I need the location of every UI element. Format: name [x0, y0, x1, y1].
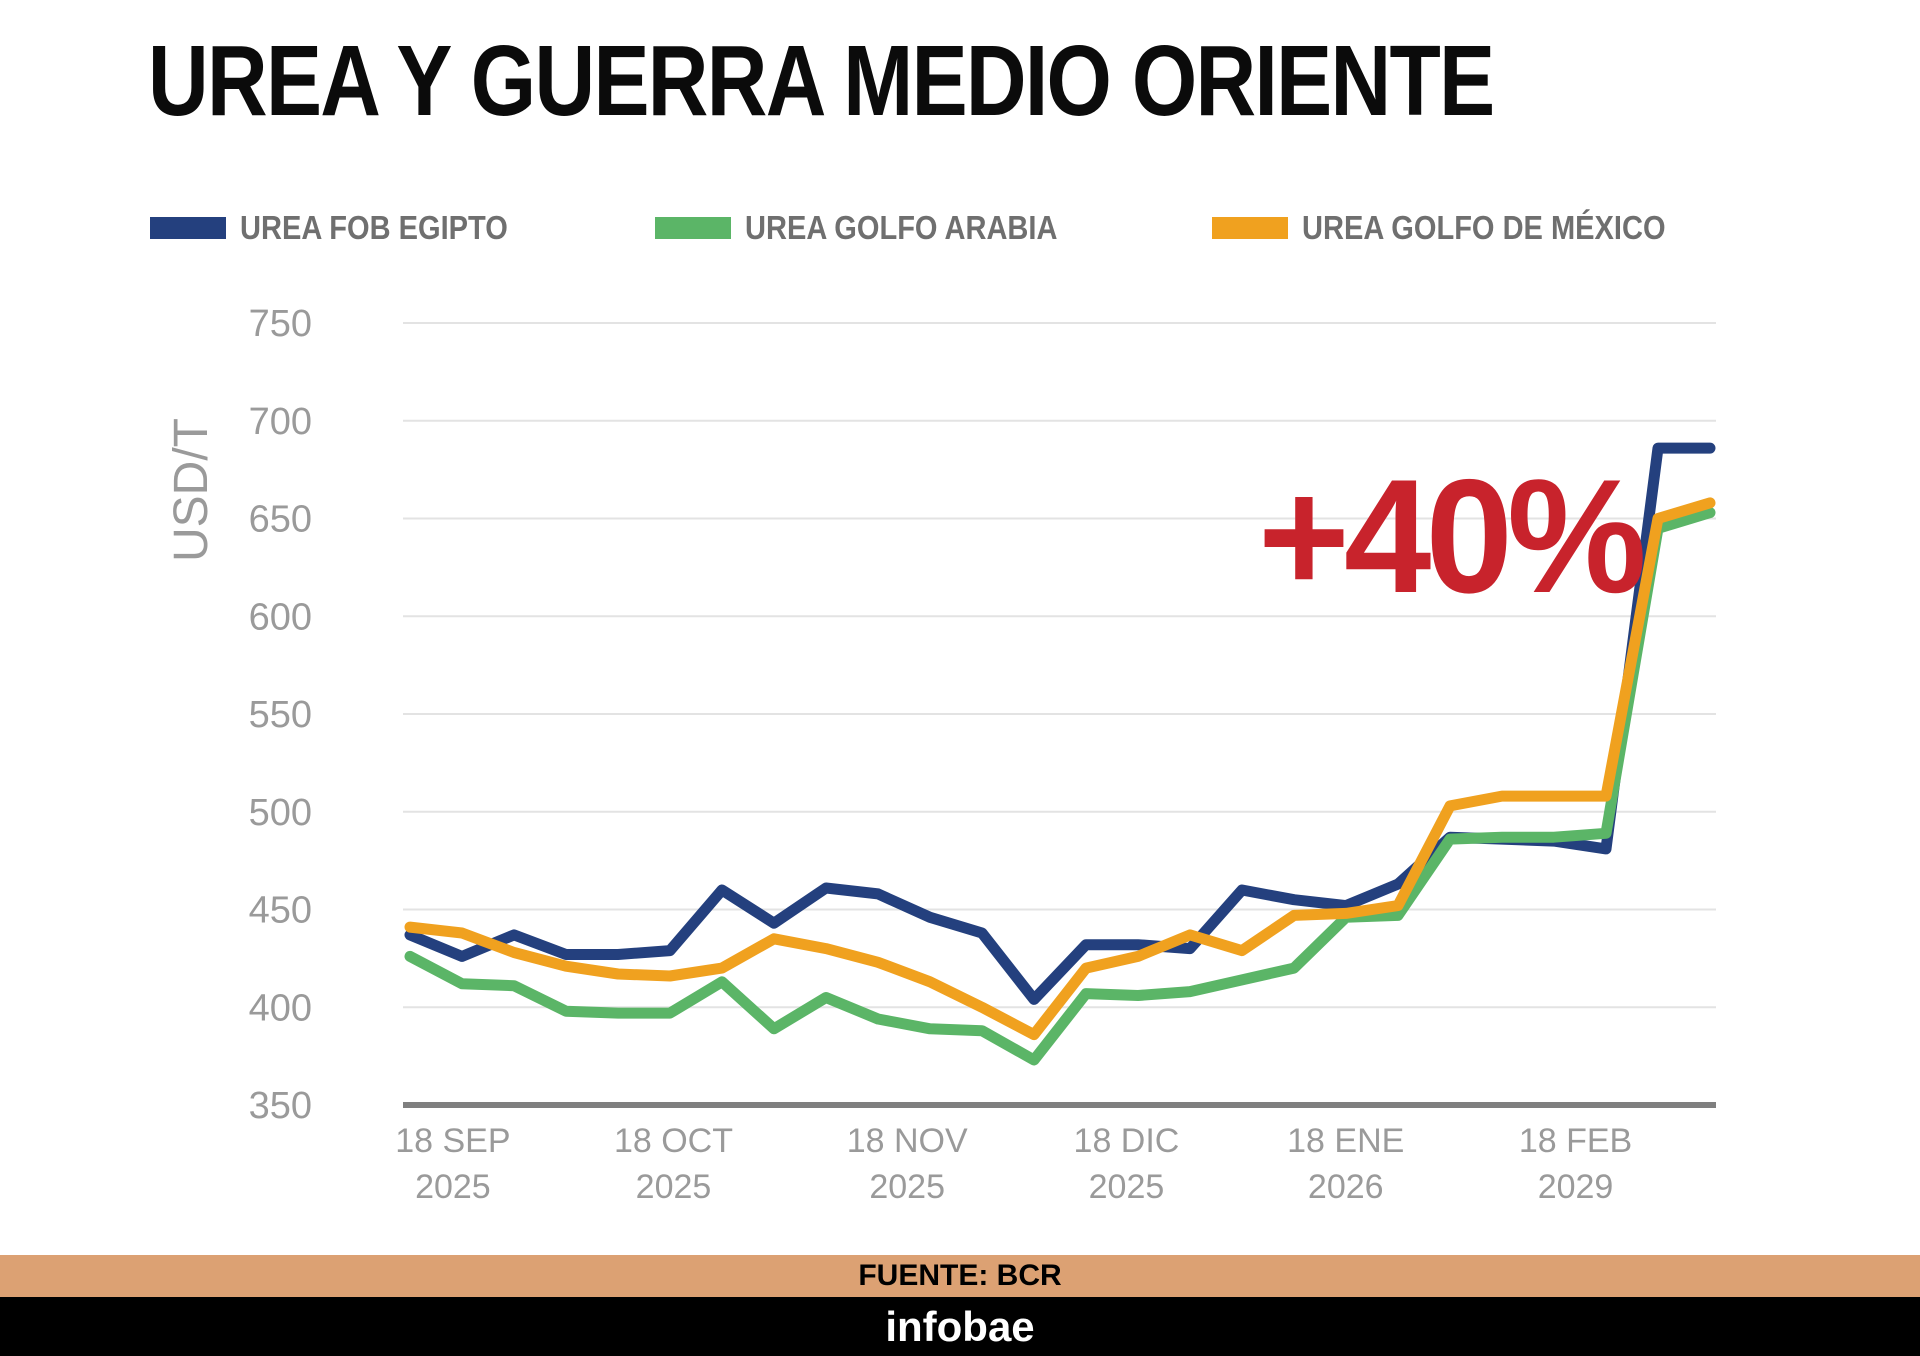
x-tick-2-month: 18 NOV [847, 1122, 968, 1160]
legend-swatch-urea-fob-egipto [150, 217, 226, 239]
legend-item-urea-golfo-de-m-xico: UREA GOLFO DE MÉXICO [1212, 209, 1715, 246]
urea-price-line-chart: 350 400 450 500 550 600 650 700 750 USD/T 18 SEP 20… [165, 303, 1716, 1206]
legend-item-urea-golfo-arabia: UREA GOLFO ARABIA [655, 209, 1100, 246]
page-title: UREA Y GUERRA MEDIO ORIENTE [148, 25, 1495, 137]
x-tick-4-year: 2026 [1308, 1168, 1384, 1206]
source-text: FUENTE: BCR [858, 1259, 1062, 1292]
y-tick-750: 750 [249, 303, 312, 345]
y-tick-350: 350 [249, 1085, 312, 1127]
legend-label-urea-fob-egipto: UREA FOB EGIPTO [240, 209, 508, 246]
chart-legend: UREA FOB EGIPTO UREA GOLFO ARABIA UREA GOL… [0, 209, 1920, 252]
x-tick-3-month: 18 DIC [1074, 1122, 1180, 1160]
series-line-urea-golfo-de-m-xico [404, 497, 1716, 1041]
y-tick-650: 650 [249, 499, 312, 541]
x-tick-0-year: 2025 [415, 1168, 491, 1206]
y-tick-400: 400 [249, 987, 312, 1029]
legend-swatch-urea-golfo-arabia [655, 217, 731, 239]
legend-label-urea-golfo-arabia: UREA GOLFO ARABIA [745, 209, 1058, 246]
legend-label-urea-golfo-de-m-xico: UREA GOLFO DE MÉXICO [1302, 209, 1666, 246]
x-tick-2-year: 2025 [869, 1168, 945, 1206]
source-bar: FUENTE: BCR [0, 1255, 1920, 1297]
x-tick-1-month: 18 OCT [614, 1122, 733, 1160]
series-line-urea-golfo-arabia [404, 507, 1716, 1066]
x-tick-3-year: 2025 [1089, 1168, 1165, 1206]
brand-logo-text: infobae [885, 1302, 1035, 1350]
y-tick-450: 450 [249, 890, 312, 932]
x-tick-5-month: 18 FEB [1519, 1122, 1632, 1160]
y-tick-500: 500 [249, 792, 312, 834]
y-axis-tick-labels: 350 400 450 500 550 600 650 700 750 [249, 303, 312, 1127]
percent-change-annotation: +40% [1258, 446, 1647, 627]
x-tick-4-month: 18 ENE [1287, 1122, 1404, 1160]
x-axis-tick-labels: 18 SEP 2025 18 OCT 2025 18 NOV 2025 18 DIC 2025… [395, 1122, 1632, 1206]
legend-swatch-urea-golfo-de-m-xico [1212, 217, 1288, 239]
gridlines [403, 322, 1716, 1108]
brand-bar: infobae [0, 1297, 1920, 1356]
x-tick-1-year: 2025 [636, 1168, 712, 1206]
legend-item-urea-fob-egipto: UREA FOB EGIPTO [150, 209, 544, 246]
y-tick-600: 600 [249, 596, 312, 638]
x-tick-5-year: 2029 [1538, 1168, 1614, 1206]
y-axis-title: USD/T [165, 418, 218, 562]
y-tick-550: 550 [249, 694, 312, 736]
y-tick-700: 700 [249, 401, 312, 443]
x-tick-0-month: 18 SEP [395, 1122, 510, 1160]
